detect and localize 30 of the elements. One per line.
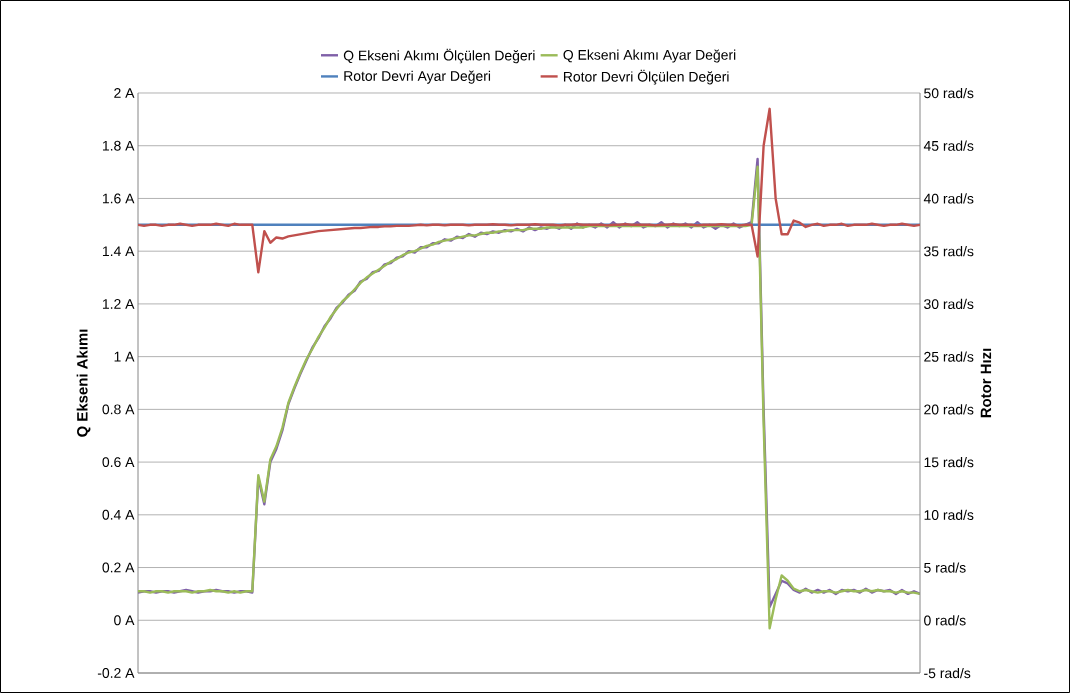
y-tick-label: 1.6 A bbox=[102, 193, 135, 204]
y-tick-label: 1.2 A bbox=[102, 299, 135, 309]
y2-axis-title: Rotor Hızı bbox=[980, 348, 992, 418]
y2-tick-label: 20 rad/s bbox=[924, 404, 974, 415]
y-tick-label: 0.8 A bbox=[102, 404, 135, 415]
y-tick-label: 1 A bbox=[114, 351, 135, 362]
y2-tick-label: 35 rad/s bbox=[924, 246, 974, 257]
legend-label: Q Ekseni Akımı Ölçülen Değeri bbox=[343, 48, 535, 64]
y2-tick-label: 10 rad/s bbox=[924, 509, 974, 520]
legend-label: Q Ekseni Akımı Ayar Değeri bbox=[563, 49, 736, 63]
y2-tick-label: 0 rad/s bbox=[924, 615, 966, 626]
y2-tick-label: 5 rad/s bbox=[924, 562, 966, 573]
y2-tick-label: 15 rad/s bbox=[924, 456, 974, 468]
y2-tick-label: -5 rad/s bbox=[924, 667, 971, 679]
y2-tick-label: 50 rad/s bbox=[924, 87, 974, 99]
y2-tick-label: 25 rad/s bbox=[924, 351, 974, 362]
y2-tick-label: 40 rad/s bbox=[923, 193, 974, 204]
legend-label: Rotor Devri Ölçülen Değeri bbox=[563, 69, 729, 85]
y-tick-label: 0 A bbox=[114, 615, 135, 626]
y-tick-label: 1.8 A bbox=[102, 140, 135, 151]
y2-tick-label: 30 rad/s bbox=[924, 298, 974, 310]
y-tick-label: 0.2 A bbox=[102, 562, 135, 573]
y2-tick-label: 45 rad/s bbox=[923, 140, 974, 151]
y-tick-label: 0.6 A bbox=[102, 457, 135, 468]
y-tick-label: 2 A bbox=[114, 88, 135, 98]
y-tick-label: 1.4 A bbox=[102, 246, 135, 256]
y-tick-label: 0.4 A bbox=[102, 509, 135, 520]
y-axis-title: Q Ekseni Akımı bbox=[76, 329, 91, 437]
y-tick-label: -0.2 A bbox=[97, 668, 135, 678]
legend-label: Rotor Devri Ayar Değeri bbox=[344, 70, 491, 84]
